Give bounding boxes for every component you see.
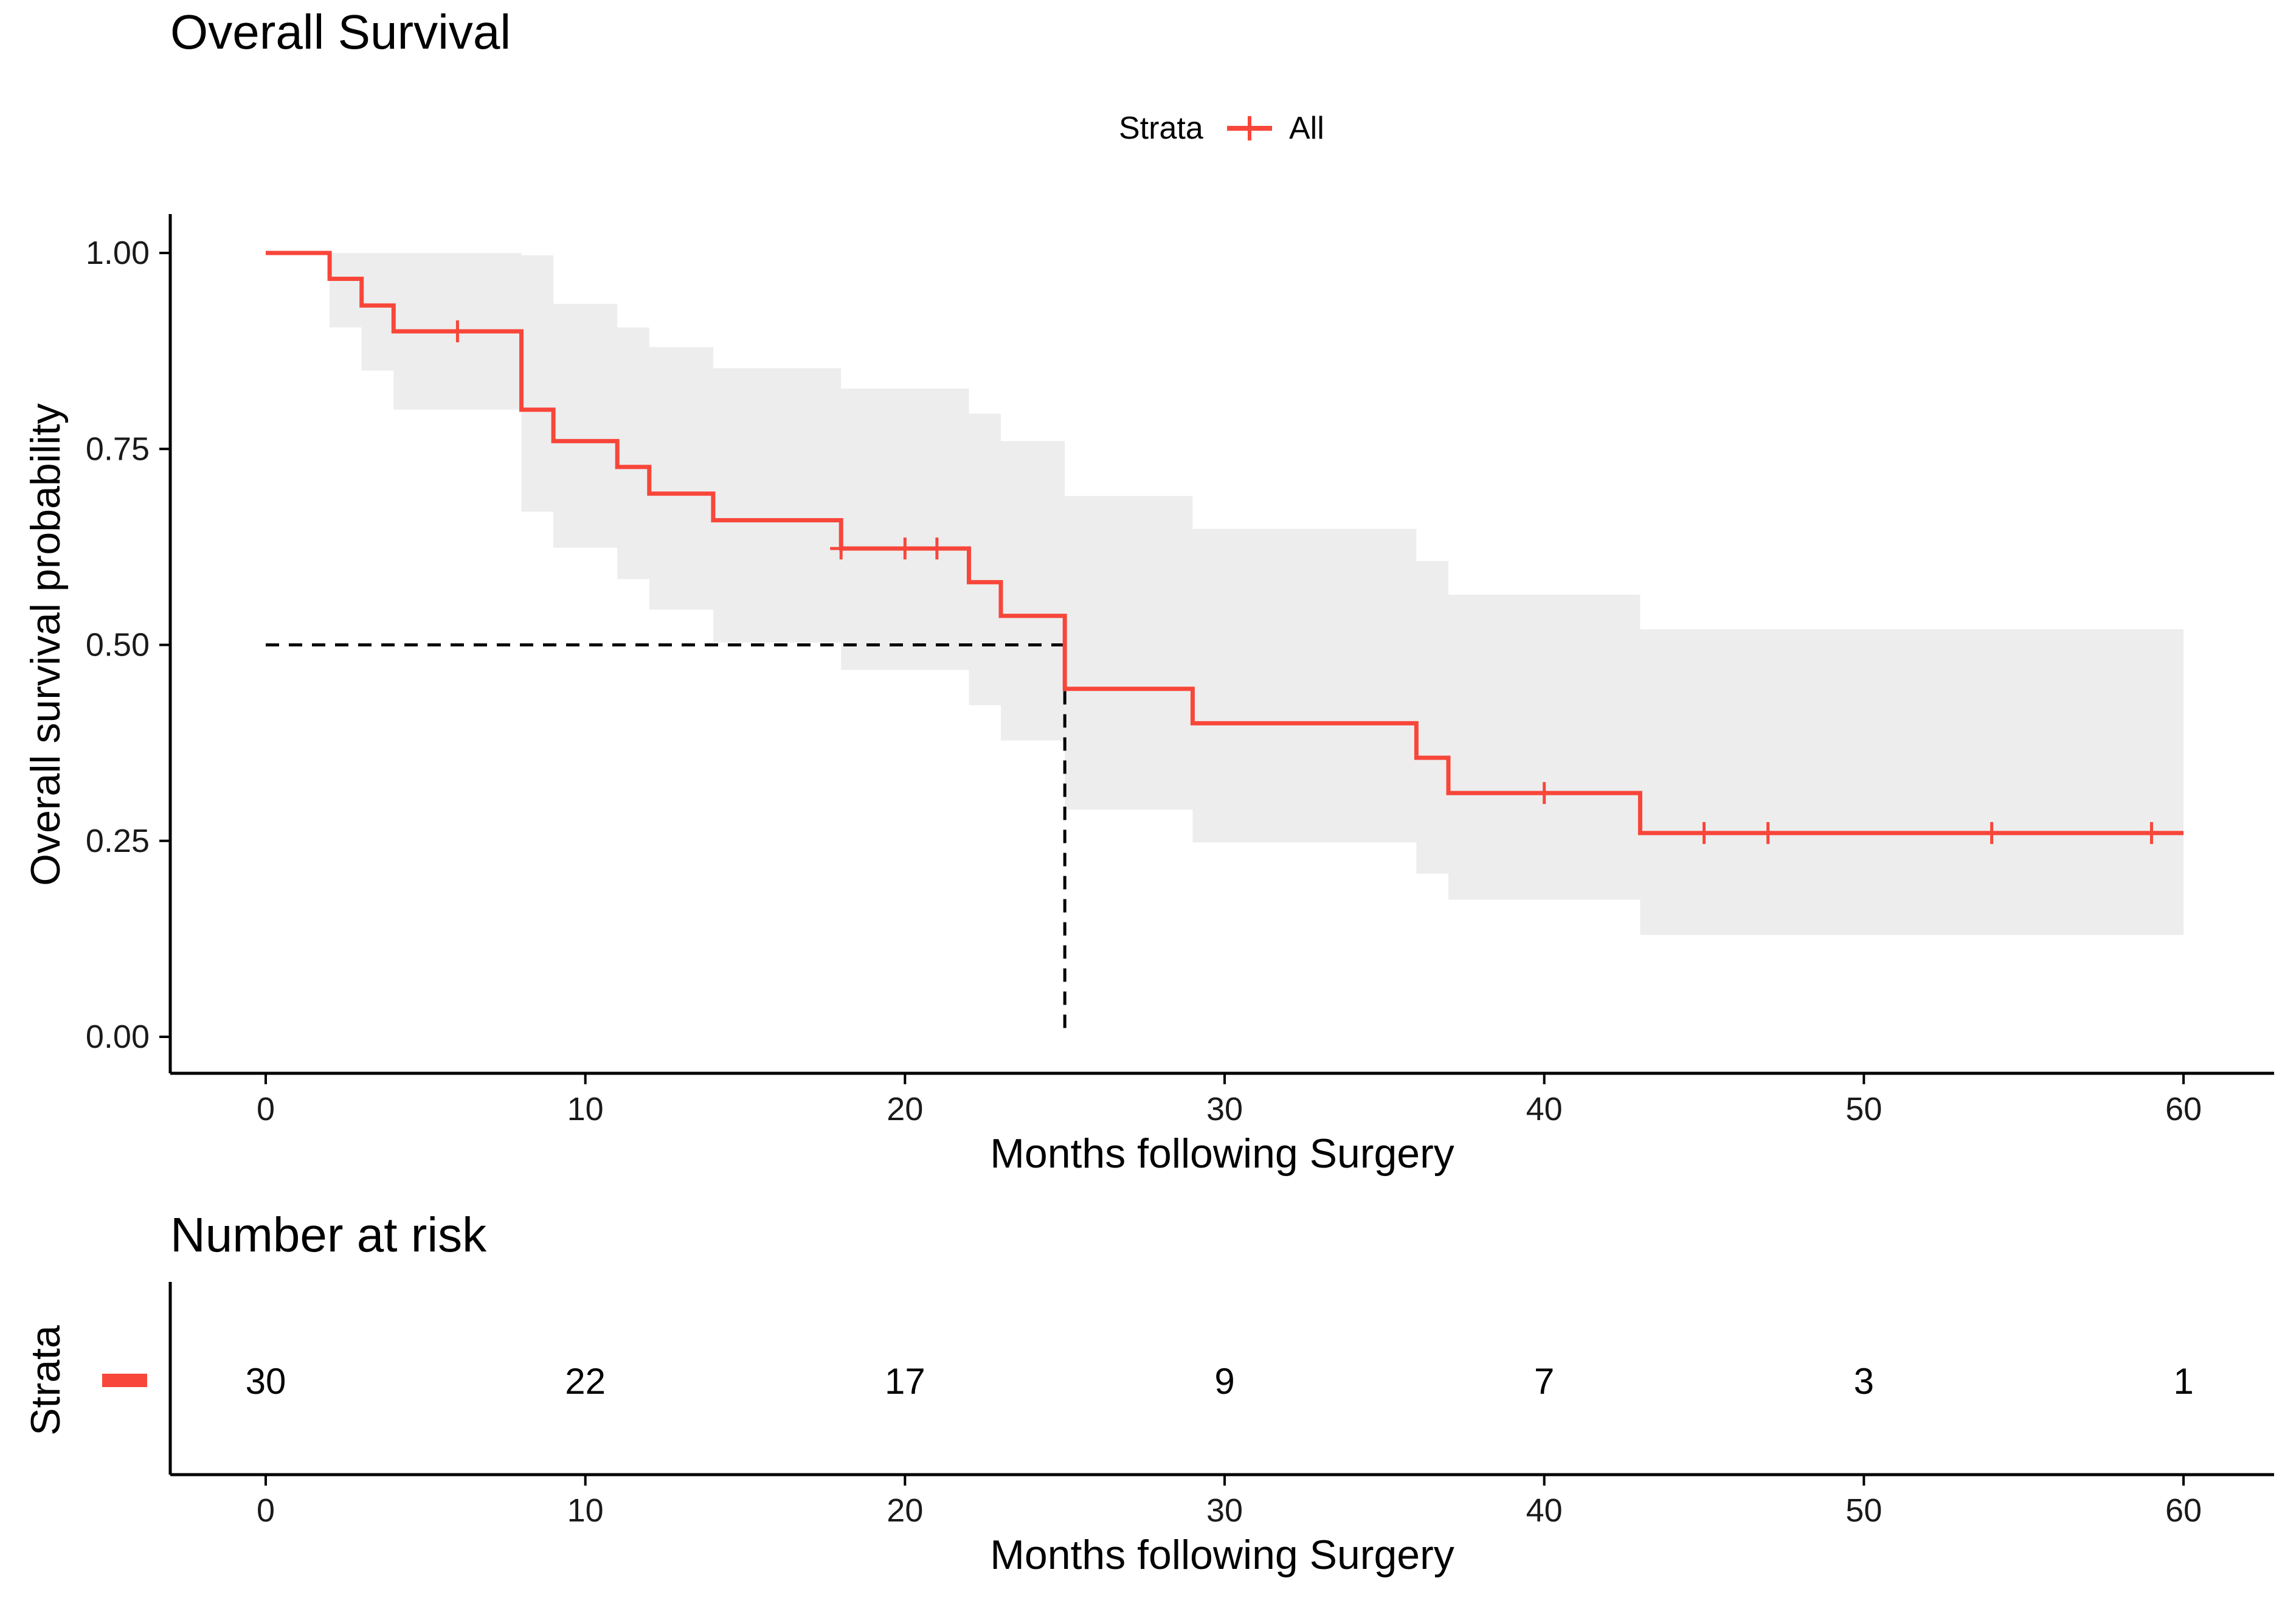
risk-value: 7 <box>1534 1361 1554 1402</box>
censor-mark <box>1980 822 2003 844</box>
legend-title: Strata <box>1119 111 1203 146</box>
risk-x-tick-label: 60 <box>2165 1492 2202 1529</box>
censor-mark <box>894 537 916 559</box>
risk-x-tick-label: 40 <box>1526 1492 1563 1529</box>
legend-label-all: All <box>1289 111 1324 146</box>
censor-mark <box>1757 822 1779 844</box>
censor-mark <box>830 537 852 559</box>
confidence-band-layer <box>266 253 2184 935</box>
km-y-ticks: 0.00 0.25 0.50 0.75 1.00 <box>86 235 170 1055</box>
risk-x-tick-label: 20 <box>887 1492 923 1529</box>
km-x-tick-label: 30 <box>1206 1091 1243 1127</box>
risk-y-axis-label: Strata <box>22 1325 69 1436</box>
risk-x-ticks: 0 10 20 30 40 50 60 <box>257 1475 2202 1529</box>
km-x-tick-label: 20 <box>887 1091 923 1127</box>
censor-mark <box>446 320 469 342</box>
km-y-tick-label: 0.25 <box>86 823 150 859</box>
km-x-tick-label: 60 <box>2165 1091 2202 1127</box>
risk-value: 22 <box>565 1361 606 1402</box>
legend: Strata All <box>1119 111 1324 146</box>
km-y-tick-label: 0.75 <box>86 431 150 467</box>
risk-x-tick-label: 30 <box>1206 1492 1243 1529</box>
risk-value: 17 <box>885 1361 925 1402</box>
risk-value: 3 <box>1854 1361 1874 1402</box>
km-y-tick-label: 1.00 <box>86 235 150 271</box>
risk-value: 30 <box>246 1361 286 1402</box>
risk-x-tick-label: 10 <box>567 1492 604 1529</box>
censor-mark <box>925 537 948 559</box>
km-plot-area <box>266 251 2184 1037</box>
risk-value: 1 <box>2173 1361 2193 1402</box>
risk-values: 30 22 17 9 7 3 1 <box>246 1361 2194 1402</box>
km-x-ticks: 0 10 20 30 40 50 60 <box>257 1073 2202 1127</box>
risk-x-axis-label: Months following Surgery <box>990 1532 1454 1578</box>
km-y-tick-label: 0.50 <box>86 627 150 663</box>
risk-table-title: Number at risk <box>170 1208 487 1262</box>
risk-x-tick-label: 0 <box>257 1492 275 1529</box>
survival-curve-layer <box>266 251 2184 836</box>
censor-mark <box>2140 822 2163 844</box>
censor-marks <box>446 320 2163 844</box>
chart-title: Overall Survival <box>170 5 511 59</box>
km-y-axis-label: Overall survival probability <box>22 403 69 886</box>
risk-value: 9 <box>1214 1361 1234 1402</box>
km-x-tick-label: 10 <box>567 1091 604 1127</box>
median-lines <box>266 643 1067 1037</box>
risk-x-tick-label: 50 <box>1845 1492 1882 1529</box>
confidence-band <box>266 253 2184 935</box>
km-x-tick-label: 50 <box>1845 1091 1882 1127</box>
km-x-axis-label: Months following Surgery <box>990 1130 1454 1177</box>
km-x-tick-label: 40 <box>1526 1091 1563 1127</box>
censor-mark <box>1533 782 1555 805</box>
censor-mark <box>1693 822 1715 844</box>
km-x-tick-label: 0 <box>257 1091 275 1127</box>
km-y-tick-label: 0.00 <box>86 1019 150 1055</box>
survival-curve-all <box>266 251 2184 836</box>
